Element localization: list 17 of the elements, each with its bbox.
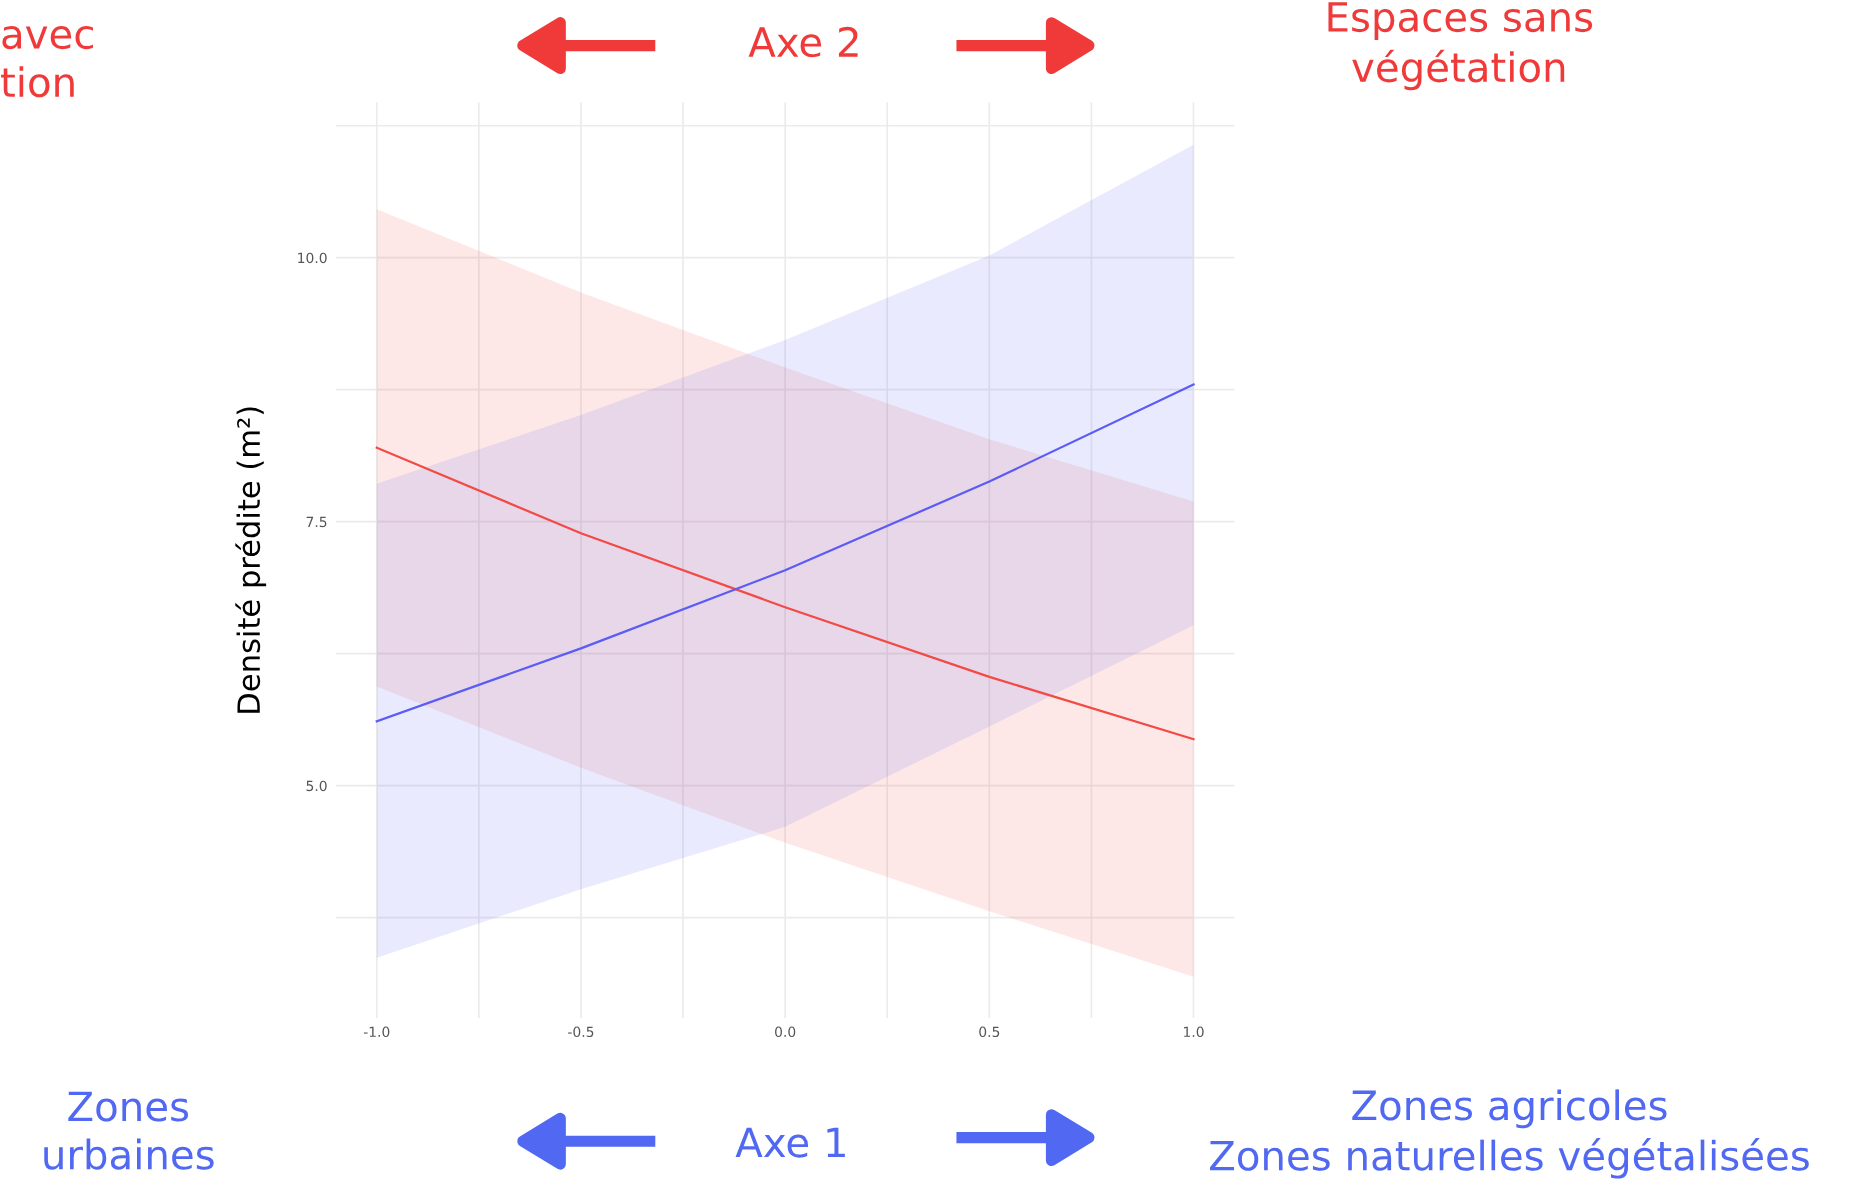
x-tick-label: -1.0 xyxy=(363,1026,390,1038)
text: Zones agricoles Zones naturelles végétalisées xyxy=(1210,1089,1809,1179)
text: Espaces sans végétation xyxy=(1328,2,1593,91)
text: Zones urbaines xyxy=(44,1091,214,1170)
x-tick-label: 0.5 xyxy=(979,1026,1000,1038)
text: Axe 2 xyxy=(748,26,858,58)
line-series xyxy=(375,446,1195,741)
x-tick-label: 0.0 xyxy=(775,1026,796,1038)
text: avec tion xyxy=(1,26,93,98)
y-tick-label: 5.0 xyxy=(306,780,327,792)
x-tick-label: 1.0 xyxy=(1184,1026,1204,1038)
x-tick-label: -0.5 xyxy=(568,1026,594,1038)
y-tick-label: 7.5 xyxy=(306,516,327,528)
y-axis-title: Densité prédite (m²) xyxy=(235,407,267,713)
line-series xyxy=(375,383,1195,723)
y-tick-label: 10.0 xyxy=(298,252,327,264)
text: Axe 1 xyxy=(735,1127,845,1158)
